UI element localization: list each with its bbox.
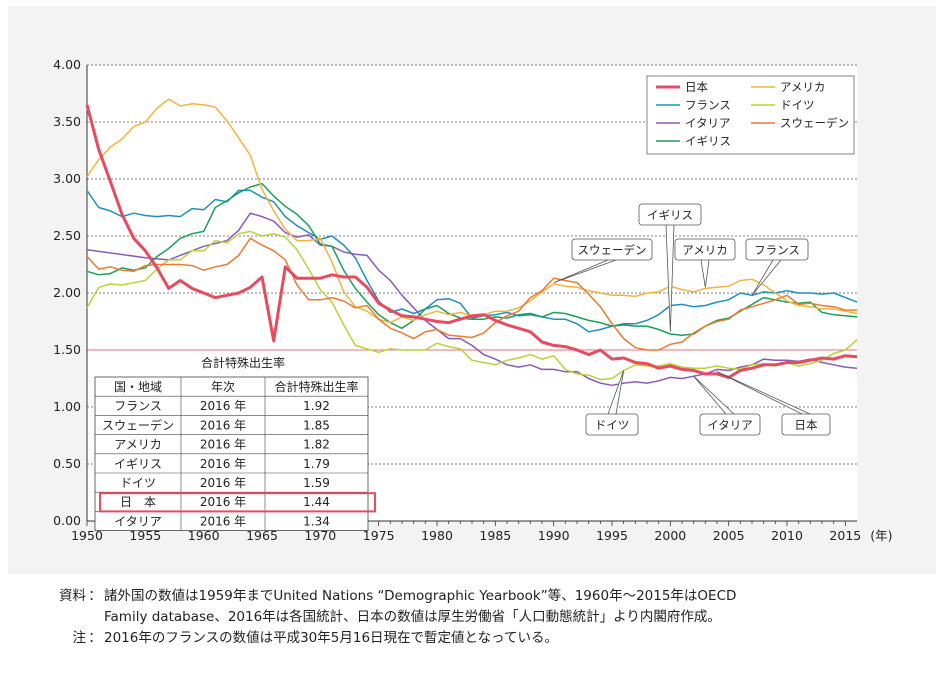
- x-tick-label: 2000: [654, 528, 686, 543]
- inset-table-cell: 2016 年: [200, 438, 246, 452]
- legend-label: イギリス: [685, 134, 731, 148]
- y-tick-label: 1.00: [53, 399, 81, 414]
- inset-table-cell: 2016 年: [200, 418, 246, 432]
- inset-table-cell: 2016 年: [200, 399, 246, 413]
- callout-label: アメリカ: [682, 243, 727, 257]
- y-tick-label: 2.50: [53, 228, 81, 243]
- series-line: [86, 237, 857, 351]
- x-tick-label: 1995: [596, 528, 628, 543]
- y-tick-label: 0.50: [53, 456, 81, 471]
- series-line: [86, 230, 858, 381]
- legend-label: ドイツ: [780, 98, 815, 112]
- inset-table-cell: フランス: [114, 399, 162, 413]
- inset-table-cell: 2016 年: [200, 514, 246, 528]
- inset-table-header: 国・地域: [114, 380, 162, 394]
- callout-box: [571, 238, 653, 261]
- callout-box: [674, 238, 736, 261]
- legend-label: 日本: [685, 80, 708, 94]
- x-tick-label: 1960: [188, 528, 220, 543]
- inset-table-cell: 1.85: [303, 418, 330, 432]
- y-tick-label: 2.00: [53, 285, 81, 300]
- callout-pointer: [607, 370, 625, 415]
- series-line: [86, 182, 858, 336]
- callout-box: [745, 238, 809, 261]
- callout-pointer: [693, 375, 735, 415]
- inset-table-cell: イタリア: [114, 514, 162, 528]
- legend-label: フランス: [685, 98, 731, 112]
- callout-box: [638, 203, 702, 226]
- callout-pointer: [553, 259, 617, 284]
- callout-label: ドイツ: [595, 418, 630, 432]
- x-tick-label: 1955: [129, 528, 161, 543]
- callout-pointer: [716, 371, 811, 415]
- x-tick-label: 1980: [421, 528, 453, 543]
- inset-table-cell: アメリカ: [114, 438, 161, 452]
- note-label: [30, 607, 86, 628]
- inset-table-cell: 1.59: [303, 476, 330, 490]
- legend-box: [646, 75, 855, 155]
- series-line: [86, 189, 858, 333]
- y-tick-label: 4.00: [53, 57, 81, 72]
- x-tick-label: 1985: [479, 528, 511, 543]
- inset-table-title: 合計特殊出生率: [201, 355, 285, 370]
- callout-label: イギリス: [647, 208, 693, 222]
- callout-label: スウェーデン: [578, 243, 647, 257]
- fertility-rate-chart: 0.00 0.50 1.00 1.50 2.00 2.50 3.00 3.50 4.00 1950…: [53, 57, 892, 543]
- x-tick-label: 1950: [71, 528, 103, 543]
- note-text: Family database、2016年は各国統計、日本の数値は厚生労働省「人…: [104, 609, 721, 625]
- inset-table-cell: ドイツ: [120, 476, 156, 490]
- note-label: 資料: [59, 588, 86, 604]
- note-text: 2016年のフランスの数値は平成30年5月16日現在で暫定値となっている。: [104, 630, 558, 646]
- x-tick-label: 2005: [713, 528, 745, 543]
- callout-label: イタリア: [707, 418, 753, 432]
- inset-table-cell: スウェーデン: [102, 417, 174, 432]
- inset-table-highlight: [99, 492, 376, 513]
- chart-panel: 0.00 0.50 1.00 1.50 2.00 2.50 3.00 3.50 4.00 1950…: [8, 6, 936, 574]
- x-unit-label: (年): [870, 528, 892, 543]
- inset-table-cell: 1.82: [303, 438, 330, 452]
- x-tick-label: 2010: [771, 528, 803, 543]
- callout-box: [781, 413, 831, 436]
- inset-table-cell: 1.44: [303, 495, 330, 509]
- callout-box: [585, 413, 639, 436]
- inset-table-header: 年次: [211, 380, 235, 394]
- inset-table-cell: イギリス: [114, 457, 162, 471]
- callout-label: フランス: [754, 243, 800, 257]
- y-tick-label: 1.50: [53, 342, 81, 357]
- x-tick-label: 1965: [246, 528, 278, 543]
- note-separator: ：: [88, 630, 102, 646]
- note-row: 注 ： 2016年のフランスの数値は平成30年5月16日現在で暫定値となっている…: [30, 628, 940, 649]
- callout-pointer: [700, 259, 710, 288]
- callout-label: 日本: [795, 418, 818, 432]
- inset-table-cell: 日 本: [120, 495, 156, 509]
- x-tick-label: 1970: [304, 528, 336, 543]
- inset-table-header: 合計特殊出生率: [274, 379, 358, 394]
- notes: 資料 ： 諸外国の数値は1959年までUnited Nations “Demog…: [30, 586, 940, 649]
- note-text: 諸外国の数値は1959年までUnited Nations “Demographi…: [104, 588, 737, 604]
- x-tick-label: 2015: [829, 528, 861, 543]
- note-separator: ：: [88, 588, 102, 604]
- legend-label: スウェーデン: [780, 116, 849, 130]
- inset-table-cell: 1.92: [303, 399, 330, 413]
- note-separator: [86, 607, 104, 628]
- y-tick-label: 3.50: [53, 114, 81, 129]
- note-row: Family database、2016年は各国統計、日本の数値は厚生労働省「人…: [30, 607, 940, 628]
- inset-table-cell: 2016 年: [200, 457, 246, 471]
- y-tick-label: 3.00: [53, 171, 81, 186]
- callout-pointer: [751, 259, 782, 296]
- inset-table-cell: 2016 年: [200, 476, 246, 490]
- note-label: 注: [72, 630, 87, 646]
- callout-pointer: [665, 224, 675, 332]
- x-tick-label: 1990: [538, 528, 570, 543]
- legend-label: イタリア: [685, 116, 731, 130]
- inset-table-cell: 1.34: [303, 514, 330, 528]
- series-line: [86, 212, 858, 387]
- inset-table-cell: 2016 年: [200, 495, 246, 509]
- inset-table-cell: 1.79: [303, 457, 330, 471]
- legend-label: アメリカ: [780, 80, 825, 94]
- y-tick-label: 0.00: [53, 513, 81, 528]
- x-tick-label: 1975: [363, 528, 395, 543]
- note-row: 資料 ： 諸外国の数値は1959年までUnited Nations “Demog…: [30, 586, 940, 607]
- callout-box: [699, 413, 761, 436]
